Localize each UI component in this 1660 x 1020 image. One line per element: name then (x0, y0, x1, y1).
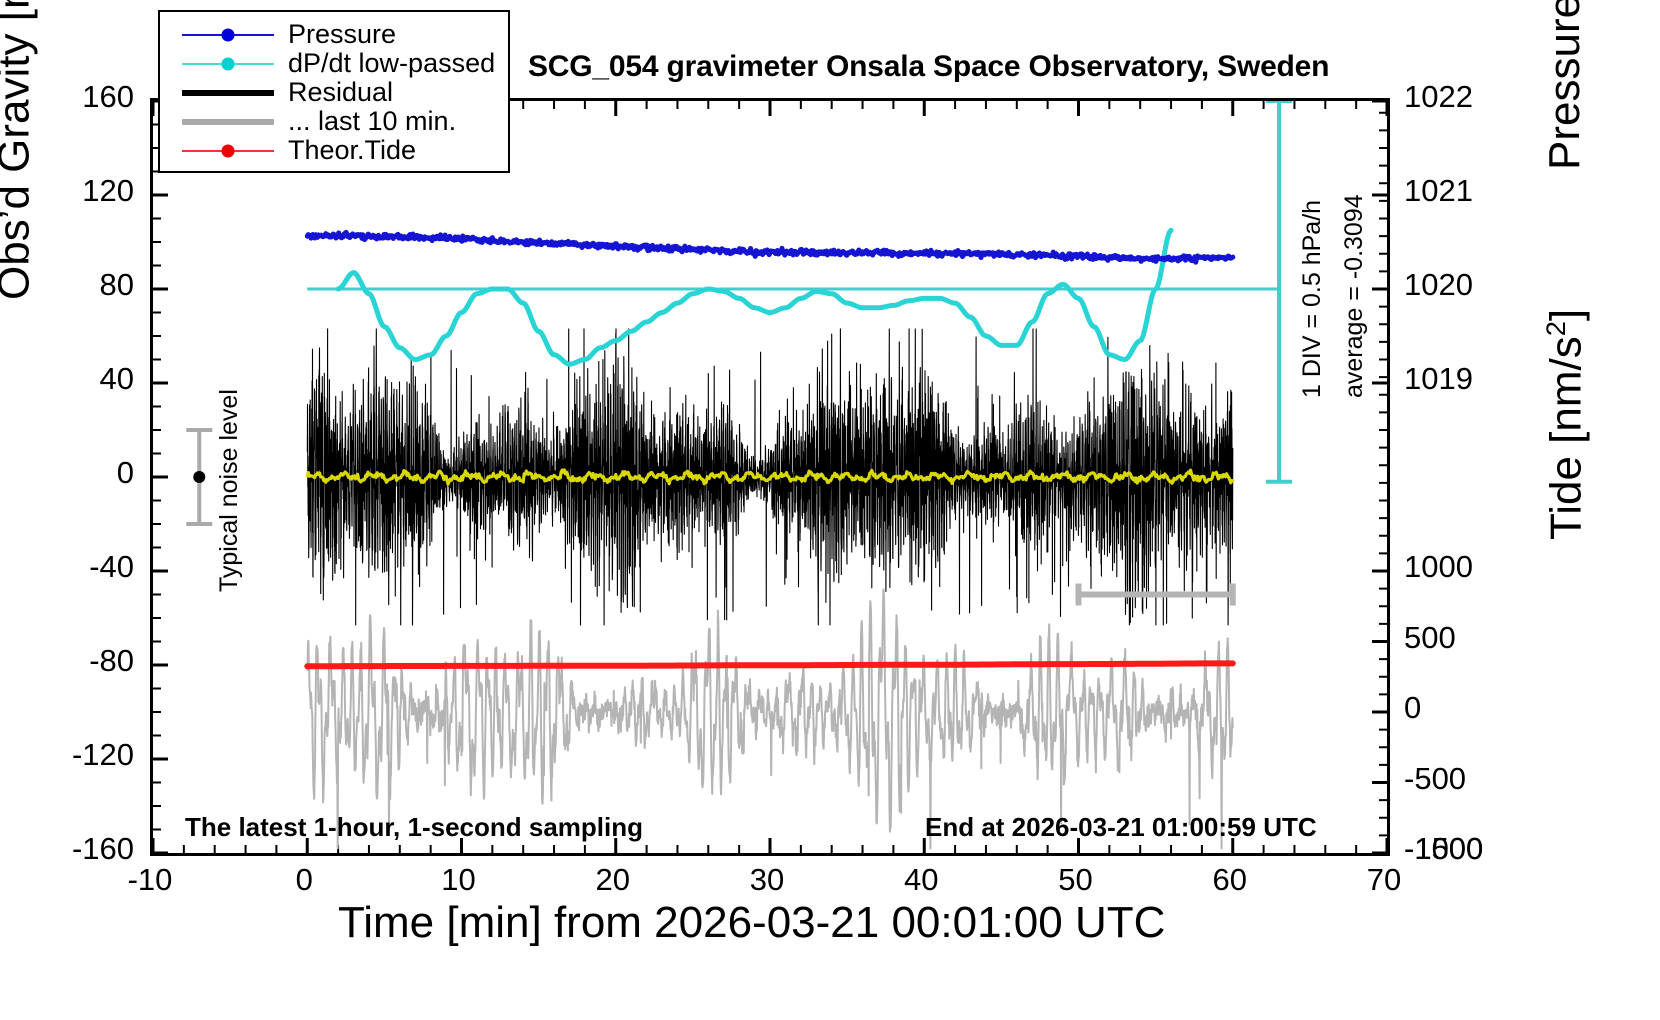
noise-level-point (193, 471, 206, 483)
y-tick-label: 160 (82, 79, 134, 114)
y-axis-title-tide: Tide [nm/s2] (1540, 308, 1591, 540)
x-tick-label: 0 (295, 862, 313, 897)
legend-line (182, 89, 274, 96)
x-tick-label: -10 (127, 862, 173, 897)
pressure-tick-label: 1019 (1404, 361, 1473, 396)
legend-label: dP/dt low-passed (288, 48, 496, 78)
series-theor-tide (304, 660, 1236, 670)
legend-item-3: ... last 10 min. (160, 106, 508, 136)
legend-item-1: dP/dt low-passed (160, 48, 508, 78)
dpdt-average-label: average = -0.3094 (1340, 194, 1368, 398)
y-tick-label: -40 (89, 549, 134, 584)
dpdt-zero-and-scale (307, 101, 1293, 484)
pressure-trace (304, 229, 1236, 265)
legend-marker-dot (221, 28, 235, 41)
legend-line (182, 118, 274, 125)
tide-tick-label: 0 (1404, 690, 1422, 725)
legend-label: ... last 10 min. (288, 106, 457, 136)
plot-area (150, 98, 1390, 856)
y-axis-title-left: Obs’d Gravity [nm/s2] (0, 0, 39, 300)
y-tick-label: 0 (116, 455, 134, 490)
x-tick-label: 70 (1366, 862, 1402, 897)
series-pressure (304, 229, 1236, 265)
legend-swatch (182, 141, 274, 161)
legend-item-4: Theor.Tide (160, 135, 508, 165)
legend-marker-dot (221, 144, 235, 157)
plot-canvas (153, 101, 1387, 853)
legend: Pressure dP/dt low-passed Residual... last… (158, 10, 510, 173)
x-tick-label: 40 (904, 862, 939, 897)
caption-end-time: End at 2026-03-21 01:00:59 UTC (925, 812, 1317, 842)
legend-swatch (182, 25, 274, 45)
tide-tick-label: -1000 (1404, 831, 1484, 866)
caption-sampling: The latest 1-hour, 1-second sampling (185, 812, 643, 842)
series-last-10-min (306, 588, 1234, 850)
legend-swatch (182, 54, 274, 74)
legend-swatch (182, 112, 274, 132)
legend-marker-dot (221, 57, 235, 70)
annotation-markers (186, 428, 1236, 606)
pressure-tick-label: 1020 (1404, 267, 1473, 302)
tide-tick-label: 500 (1404, 619, 1456, 655)
dpdt-div-label: 1 DIV = 0.5 hPa/h (1298, 199, 1326, 398)
x-tick-label: 60 (1212, 862, 1247, 897)
noise-level-label: Typical noise level (215, 389, 243, 592)
y-tick-label: -80 (89, 643, 134, 678)
series-dpdt-lowpassed (335, 227, 1174, 367)
y-tick-label: 80 (99, 267, 134, 302)
y-axis-title-pressure: Pressure [hPa] (1540, 0, 1589, 170)
series-residual-smoothed (305, 468, 1235, 486)
series-residual (306, 328, 1234, 626)
tide-tick-label: -500 (1404, 760, 1467, 796)
residual-trace (306, 328, 1234, 626)
x-tick-label: 50 (1058, 862, 1093, 897)
x-tick-label: 30 (749, 862, 785, 897)
legend-label: Pressure (288, 19, 397, 49)
y-tick-label: -120 (71, 737, 134, 772)
tide-tick-label: -1500 (1404, 831, 1484, 866)
page-title: SCG_054 gravimeter Onsala Space Observat… (528, 50, 1330, 83)
legend-item-0: Pressure (160, 19, 508, 49)
pressure-tick-label: 1022 (1404, 79, 1473, 114)
y-tick-label: -160 (71, 831, 134, 866)
theor-tide-trace (304, 660, 1236, 670)
last-10-min-trace (306, 588, 1234, 850)
legend-item-2: Residual (160, 77, 508, 107)
y-tick-label: 40 (99, 361, 134, 396)
x-axis-title: Time [min] from 2026-03-21 00:01:00 UTC (338, 898, 1166, 947)
pressure-tick-label: 1021 (1404, 173, 1473, 208)
legend-label: Residual (288, 77, 394, 107)
legend-label: Theor.Tide (288, 135, 417, 165)
x-tick-label: 20 (595, 862, 630, 897)
legend-swatch (182, 83, 274, 103)
residual-smoothed-trace (305, 468, 1235, 486)
tide-tick-label: 1000 (1404, 549, 1473, 584)
x-tick-label: 10 (441, 862, 476, 897)
y-tick-label: 120 (82, 173, 134, 208)
dpdt-trace (335, 227, 1174, 367)
